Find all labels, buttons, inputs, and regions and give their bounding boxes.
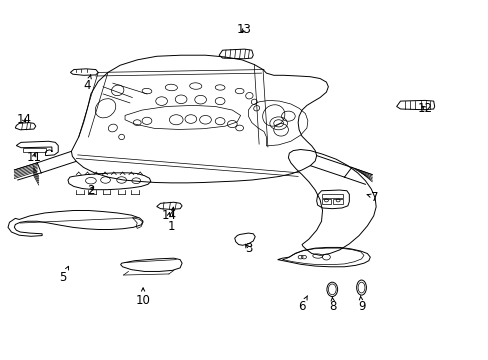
Text: 13: 13 <box>237 23 251 36</box>
Text: 11: 11 <box>26 151 41 164</box>
Text: 1: 1 <box>167 207 175 233</box>
Text: 8: 8 <box>329 297 336 313</box>
Bar <box>332 199 342 204</box>
Text: 14: 14 <box>17 113 32 126</box>
Bar <box>321 199 330 204</box>
Text: 14: 14 <box>161 210 176 222</box>
Bar <box>22 148 46 152</box>
Text: 3: 3 <box>244 242 252 255</box>
Text: 2: 2 <box>87 184 95 197</box>
Text: 4: 4 <box>83 75 91 92</box>
Text: 6: 6 <box>298 296 307 313</box>
Text: 5: 5 <box>60 266 68 284</box>
Text: 9: 9 <box>357 296 365 313</box>
Text: 12: 12 <box>417 102 431 115</box>
Bar <box>321 194 343 198</box>
Text: 10: 10 <box>135 288 150 307</box>
Text: 7: 7 <box>366 191 378 204</box>
